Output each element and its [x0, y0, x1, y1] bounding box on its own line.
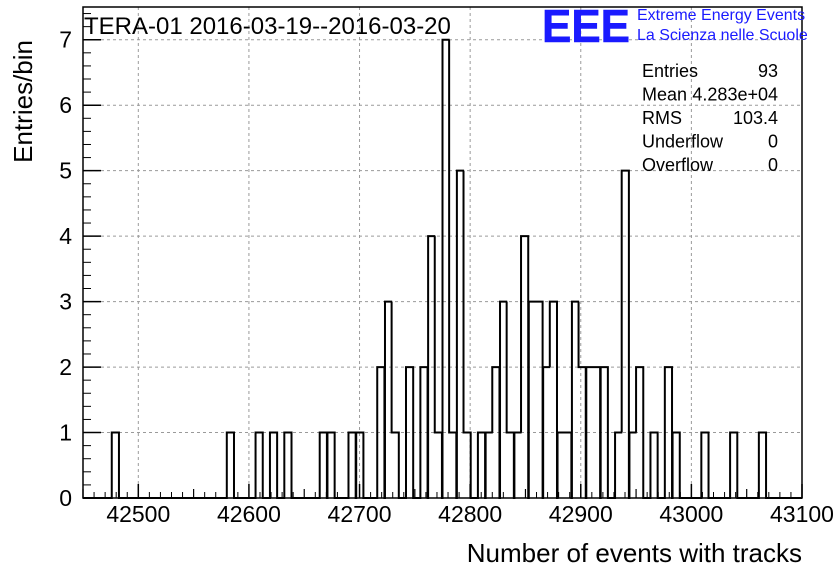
stats-label: Mean: [642, 85, 687, 105]
y-tick-label: 5: [59, 158, 72, 184]
y-tick-labels: 0 1 2 3 4 5 6 7: [59, 27, 72, 511]
y-tick-label: 4: [59, 223, 72, 249]
y-tick-label: 1: [59, 420, 72, 446]
eee-logo-line2: La Scienza nelle Scuole: [637, 27, 808, 44]
eee-logo-mark: EEE: [542, 0, 630, 52]
axis-ticks: [82, 13, 803, 499]
stats-box: Entries 93 Mean 4.283e+04 RMS 103.4 Underflow 0…: [642, 61, 778, 175]
stats-label: Entries: [642, 61, 698, 81]
stats-value: 103.4: [733, 108, 778, 128]
x-tick-label: 42600: [217, 501, 281, 527]
eee-logo-line1: Extreme Energy Events: [637, 7, 805, 24]
stats-value: 93: [758, 61, 778, 81]
y-tick-label: 3: [59, 289, 72, 315]
x-tick-label: 43000: [659, 501, 723, 527]
stats-label: RMS: [642, 108, 682, 128]
eee-logo: EEE Extreme Energy Events La Scienza nel…: [542, 0, 808, 52]
plot-frame: [82, 6, 803, 499]
x-tick-label: 42900: [549, 501, 613, 527]
stats-value: 4.283e+04: [692, 85, 778, 105]
chart-title: TERA-01 2016-03-19--2016-03-20: [84, 13, 451, 40]
x-tick-labels: 42500 42600 42700 42800 42900 43000 43100: [106, 501, 834, 527]
stats-label: Underflow: [642, 132, 724, 152]
stats-value: 0: [768, 132, 778, 152]
y-tick-label: 7: [59, 27, 72, 53]
y-tick-label: 0: [59, 485, 72, 511]
x-tick-label: 43100: [770, 501, 834, 527]
y-tick-label: 6: [59, 92, 72, 118]
stats-value: 0: [768, 155, 778, 175]
x-tick-label: 42800: [438, 501, 502, 527]
x-axis-title: Number of events with tracks: [467, 538, 802, 568]
stats-label: Overflow: [642, 155, 714, 175]
x-tick-label: 42500: [106, 501, 170, 527]
y-tick-label: 2: [59, 354, 72, 380]
x-tick-label: 42700: [328, 501, 392, 527]
y-axis-title: Entries/bin: [8, 40, 38, 163]
